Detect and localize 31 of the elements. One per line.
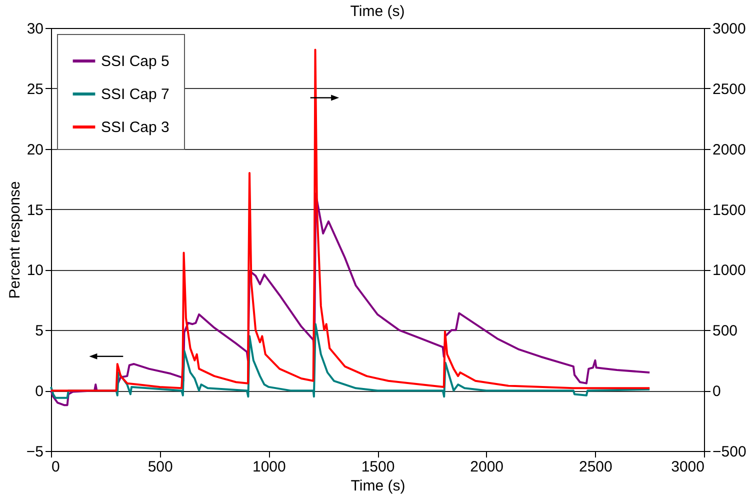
y-tick-label: 15: [26, 202, 44, 219]
y-tick-label: −5: [26, 444, 44, 460]
x-tick-label: 2000: [470, 458, 504, 476]
line-series: [50, 323, 651, 399]
y2-tick-label: 1500: [712, 202, 746, 219]
x-tick-label: 500: [148, 458, 173, 476]
x-tick-label: 1500: [361, 458, 395, 476]
y2-tick-label: 500: [712, 322, 738, 340]
line-series: [50, 48, 651, 392]
legend-label: SSI Cap 7: [101, 86, 170, 103]
y2-tick-label: 2500: [712, 80, 746, 98]
y-tick-label: 0: [35, 383, 44, 400]
y2-tick-label: 1000: [712, 262, 746, 280]
x-tick-label: 1000: [252, 458, 286, 476]
y-tick-label: 25: [26, 80, 44, 98]
y2-tick-label: −500: [712, 444, 746, 460]
x-tick-label: 0: [52, 458, 60, 476]
legend-label: SSI Cap 5: [101, 53, 170, 70]
chart-title: Time (s): [350, 3, 405, 20]
y-tick-label: 30: [26, 20, 44, 38]
y2-tick-label: 2000: [712, 141, 746, 158]
y2-tick-label: 0: [712, 383, 721, 400]
y-tick-label: 20: [26, 141, 44, 158]
legend-label: SSI Cap 3: [101, 119, 170, 136]
y2-tick-label: 3000: [712, 20, 746, 38]
x-tick-label: 2500: [578, 458, 612, 476]
y-tick-label: 10: [26, 262, 44, 280]
x-tick-label: 3000: [671, 458, 704, 476]
y-tick-label: 5: [35, 322, 44, 340]
x-axis-title: Time (s): [350, 478, 406, 494]
y-axis-title: Percent response: [6, 181, 24, 299]
